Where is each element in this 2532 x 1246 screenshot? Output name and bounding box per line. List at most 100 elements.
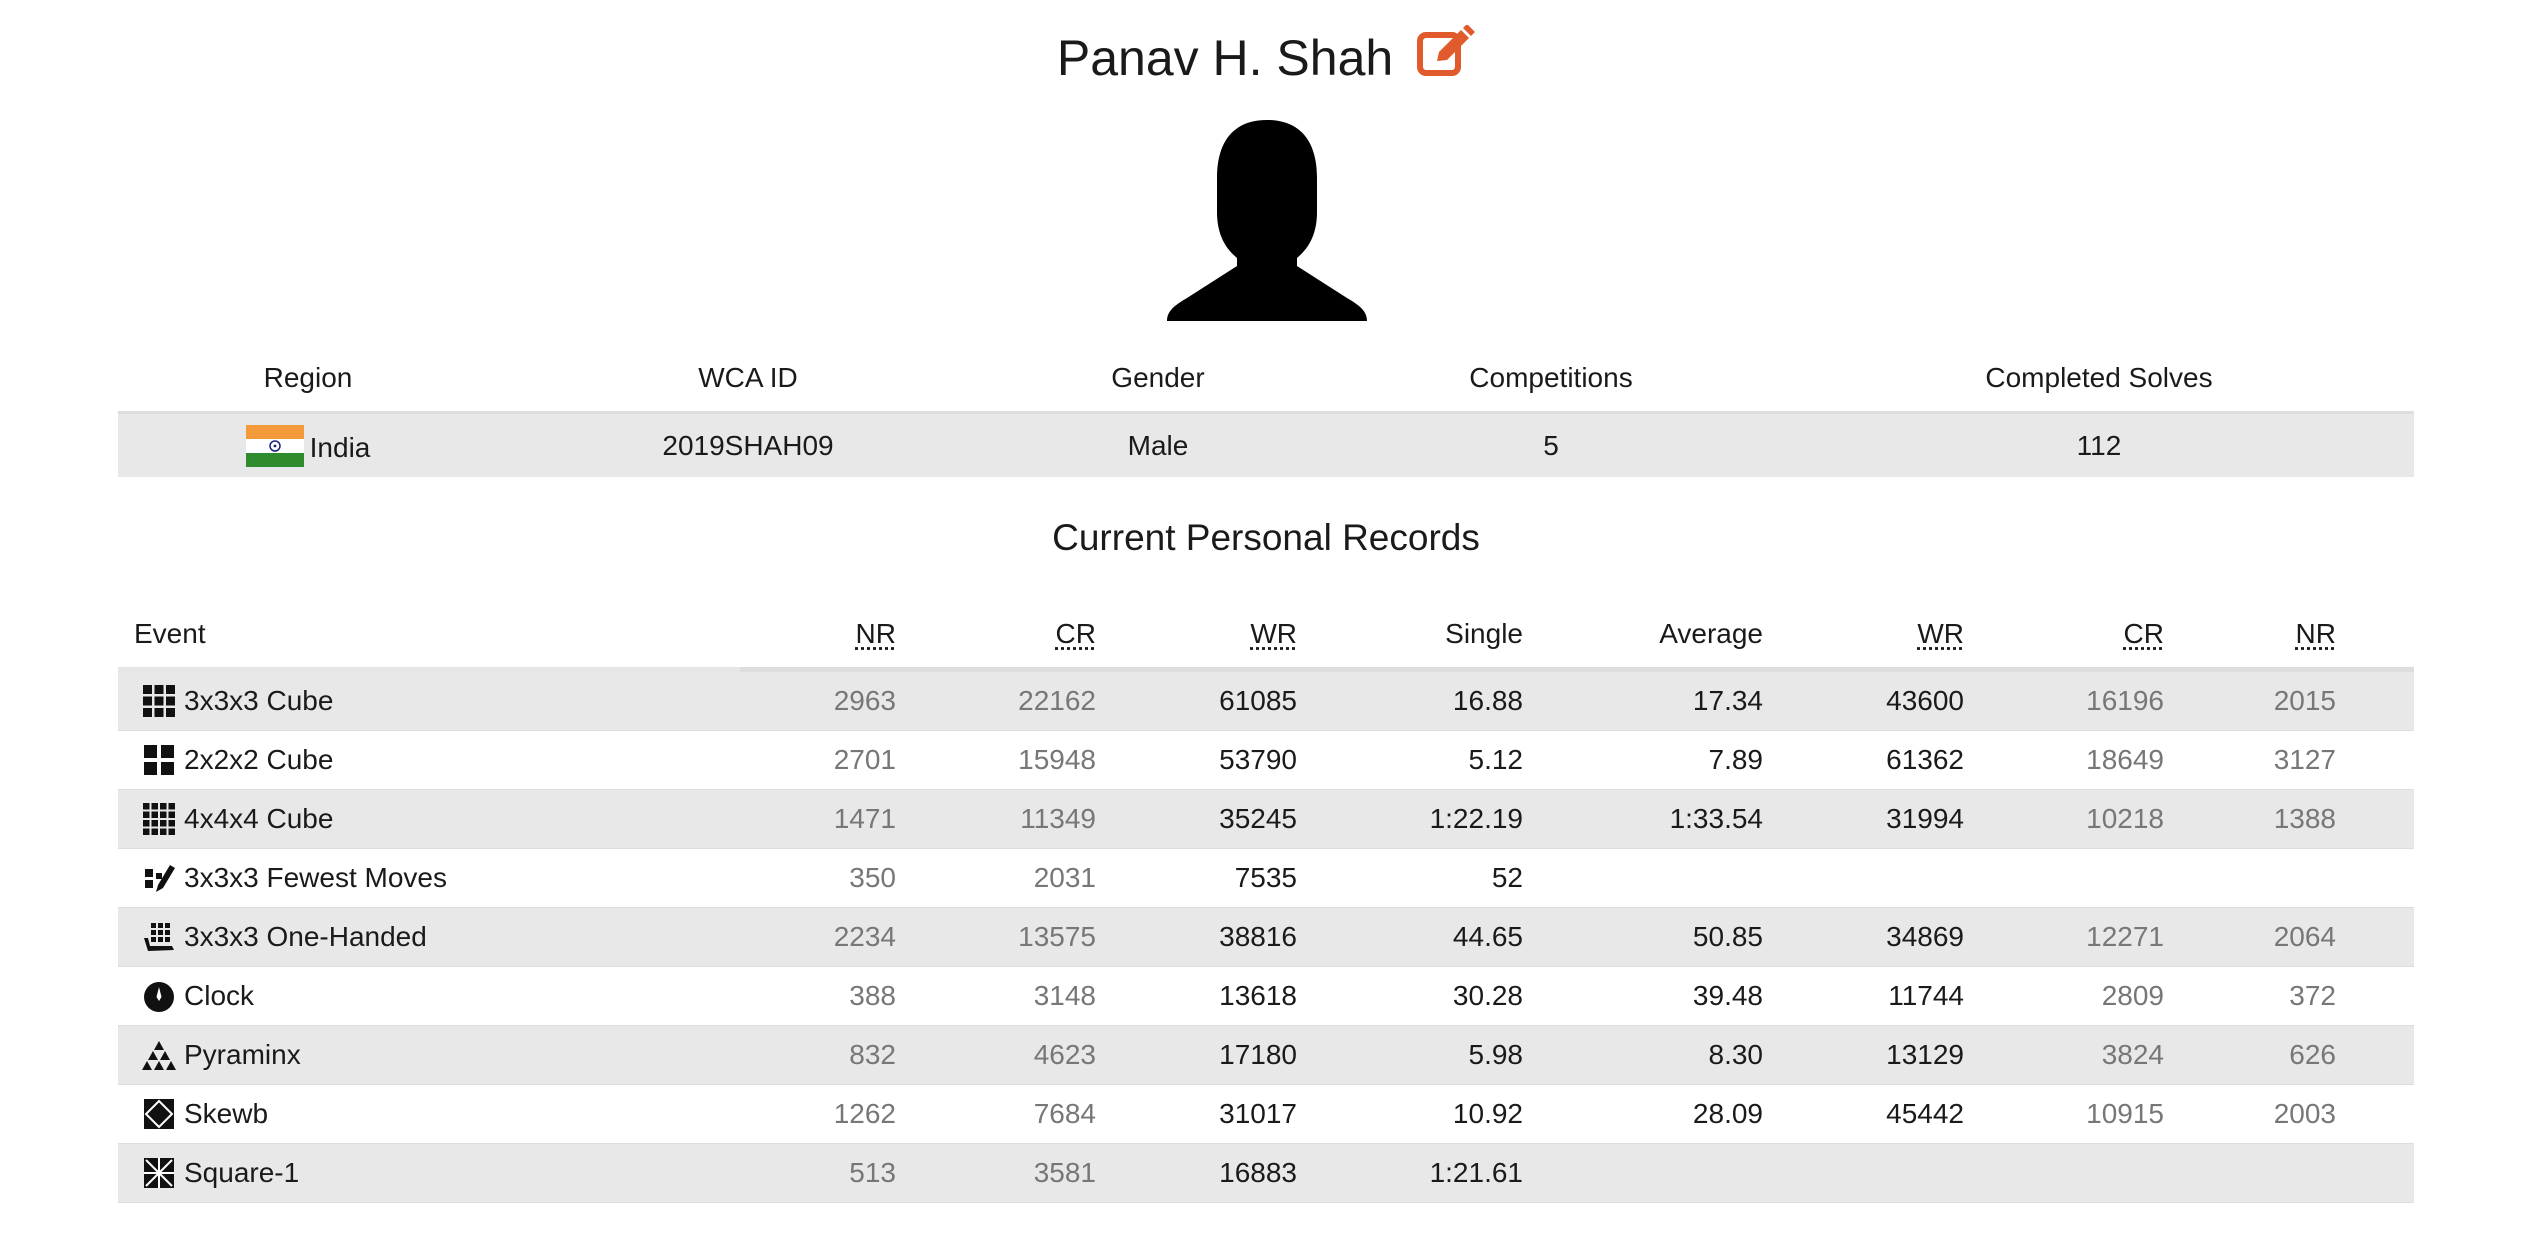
cr-single-rank: 11349: [1020, 803, 1096, 834]
header-divider: [118, 667, 2414, 672]
record-row: Clock 388 3148 13618 30.28 39.48 11744 2…: [118, 967, 2414, 1026]
nr-average-rank: 626: [2289, 1039, 2336, 1070]
single-time[interactable]: 1:22.19: [1429, 803, 1523, 834]
gender-header: Gender: [1111, 362, 1205, 393]
cube-4x4-icon: [142, 802, 176, 836]
single-time[interactable]: 30.28: [1452, 980, 1523, 1011]
single-time[interactable]: 1:21.61: [1429, 1157, 1523, 1188]
single-time[interactable]: 5.98: [1468, 1039, 1524, 1070]
gender-value: Male: [1127, 429, 1189, 461]
wca-id-header: WCA ID: [698, 362, 798, 393]
skewb-icon: [142, 1097, 176, 1131]
event-name: Pyraminx: [184, 1039, 301, 1070]
region-value[interactable]: India: [309, 431, 371, 463]
region-header: Region: [263, 362, 353, 393]
record-row: Square-1 513 3581 16883 1:21.61: [118, 1144, 2414, 1203]
nr-single-rank: 513: [849, 1157, 896, 1188]
region-cell: India: [118, 424, 498, 467]
average-time[interactable]: 50.85: [1692, 921, 1763, 952]
average-time[interactable]: 17.34: [1692, 685, 1763, 716]
event-cell[interactable]: Skewb: [118, 1097, 740, 1131]
wr-single-rank: 7535: [1234, 862, 1297, 893]
average-time[interactable]: 1:33.54: [1669, 803, 1763, 834]
completed-solves-header: Completed Solves: [1985, 362, 2213, 393]
wr-average-rank: 11744: [1888, 980, 1964, 1011]
single-time[interactable]: 52: [1491, 862, 1523, 893]
single-time[interactable]: 16.88: [1452, 685, 1523, 716]
fewest-moves-icon: [142, 861, 176, 895]
pyraminx-icon: [142, 1038, 176, 1072]
nr-average-rank: 372: [2289, 980, 2336, 1011]
cr-single-rank: 7684: [1033, 1098, 1096, 1129]
nr-average-rank: 2003: [2273, 1098, 2336, 1129]
single-time[interactable]: 5.12: [1468, 744, 1524, 775]
nr-single-rank: 1262: [833, 1098, 896, 1129]
completed-solves-value: 112: [2076, 429, 2122, 461]
edit-icon[interactable]: [1417, 24, 1476, 79]
cr-single-rank: 22162: [1018, 685, 1096, 716]
wr-single-rank: 17180: [1219, 1039, 1297, 1070]
event-name: 3x3x3 Cube: [184, 685, 334, 716]
cr-average-rank: 16196: [2086, 685, 2164, 716]
clock-icon: [142, 979, 176, 1013]
cr-average-header: CR: [2123, 617, 2164, 649]
nr-average-rank: 2064: [2273, 921, 2336, 952]
cr-single-rank: 15948: [1018, 744, 1096, 775]
wr-single-rank: 35245: [1219, 803, 1297, 834]
event-cell[interactable]: 3x3x3 Fewest Moves: [118, 861, 740, 895]
profile-header: Panav H. Shah: [0, 22, 2532, 94]
nr-average-rank: 2015: [2273, 685, 2336, 716]
event-cell[interactable]: 3x3x3 One-Handed: [118, 920, 740, 954]
wr-single-rank: 13618: [1219, 980, 1297, 1011]
event-cell[interactable]: Clock: [118, 979, 740, 1013]
record-row: 3x3x3 One-Handed 2234 13575 38816 44.65 …: [118, 908, 2414, 967]
average-header: Average: [1659, 617, 1763, 649]
event-cell[interactable]: 4x4x4 Cube: [118, 802, 740, 836]
cube-2x2-icon: [142, 743, 176, 777]
nr-single-rank: 388: [849, 980, 896, 1011]
nr-single-rank: 1471: [833, 803, 896, 834]
nr-average-header: NR: [2295, 617, 2336, 649]
cr-average-rank: 12271: [2086, 921, 2164, 952]
cr-single-rank: 2031: [1033, 862, 1096, 893]
event-cell[interactable]: 3x3x3 Cube: [118, 684, 740, 718]
cr-average-rank: 10218: [2086, 803, 2164, 834]
nr-single-header: NR: [855, 617, 896, 649]
cr-average-rank: 2809: [2101, 980, 2164, 1011]
cr-single-rank: 13575: [1018, 921, 1096, 952]
average-time[interactable]: 7.89: [1708, 744, 1764, 775]
event-cell[interactable]: Pyraminx: [118, 1038, 740, 1072]
event-name: 3x3x3 Fewest Moves: [184, 862, 447, 893]
competitions-value: 5: [1543, 429, 1559, 461]
one-handed-icon: [142, 920, 176, 954]
event-name: Clock: [184, 980, 255, 1011]
cr-average-rank: 3824: [2101, 1039, 2164, 1070]
record-row: 3x3x3 Cube 2963 22162 61085 16.88 17.34 …: [118, 672, 2414, 731]
event-cell[interactable]: Square-1: [118, 1156, 740, 1190]
cr-average-rank: 10915: [2086, 1098, 2164, 1129]
record-row: 2x2x2 Cube 2701 15948 53790 5.12 7.89 61…: [118, 731, 2414, 790]
india-flag-icon: [245, 424, 304, 467]
wr-average-rank: 31994: [1886, 803, 1964, 834]
average-time[interactable]: 28.09: [1692, 1098, 1763, 1129]
person-silhouette-icon: [1165, 116, 1369, 321]
event-header: Event: [134, 617, 206, 649]
nr-single-rank: 2701: [833, 744, 896, 775]
single-time[interactable]: 44.65: [1452, 921, 1523, 952]
wr-average-header: WR: [1917, 617, 1964, 649]
nr-average-rank: 3127: [2273, 744, 2336, 775]
record-row: Pyraminx 832 4623 17180 5.98 8.30 13129 …: [118, 1026, 2414, 1085]
nr-single-rank: 2234: [833, 921, 896, 952]
profile-info-table: Region WCA ID Gender Competitions Comple…: [118, 345, 2414, 477]
cr-single-rank: 3581: [1033, 1157, 1096, 1188]
event-cell[interactable]: 2x2x2 Cube: [118, 743, 740, 777]
event-name: 3x3x3 One-Handed: [184, 921, 427, 952]
average-time[interactable]: 8.30: [1708, 1039, 1764, 1070]
person-name: Panav H. Shah: [1056, 30, 1394, 86]
single-time[interactable]: 10.92: [1452, 1098, 1523, 1129]
wr-average-rank: 43600: [1886, 685, 1964, 716]
record-row: Skewb 1262 7684 31017 10.92 28.09 45442 …: [118, 1085, 2414, 1144]
average-time[interactable]: 39.48: [1692, 980, 1763, 1011]
wr-average-rank: 45442: [1886, 1098, 1964, 1129]
